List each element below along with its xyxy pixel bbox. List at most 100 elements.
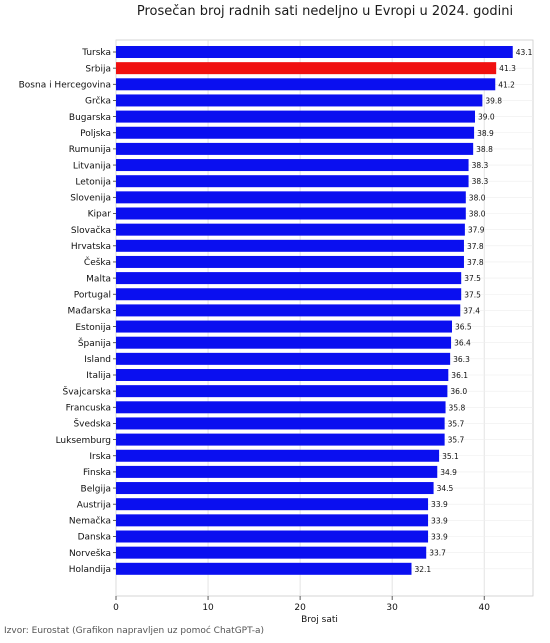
category-label: Slovenija — [70, 194, 111, 204]
bar-Portugal — [116, 288, 462, 301]
value-label: 36.3 — [453, 355, 470, 364]
plot-frame — [115, 39, 534, 597]
grid-lines — [115, 39, 534, 597]
value-label: 37.5 — [464, 274, 481, 283]
bar-Litvanija — [116, 159, 469, 172]
bar-Nemačka — [116, 514, 429, 527]
value-label: 37.5 — [464, 290, 481, 299]
x-tick-label: 30 — [386, 603, 398, 613]
bar-Bosna i Hercegovina — [116, 78, 496, 91]
value-label: 35.7 — [448, 419, 465, 428]
category-label: Srbija — [85, 64, 111, 74]
x-tick-label: 40 — [478, 603, 490, 613]
category-label: Španija — [78, 337, 111, 349]
x-axis: 0 10 20 30 40 Broj sati — [113, 51, 490, 625]
bar-Francuska — [116, 401, 446, 414]
category-label: Holandija — [69, 565, 111, 575]
value-label: 34.5 — [437, 484, 454, 493]
category-label: Grčka — [85, 96, 111, 107]
bars — [116, 46, 513, 575]
bar-Rumunija — [116, 142, 474, 155]
bar-Luksemburg — [116, 433, 445, 446]
category-label: Estonija — [75, 323, 111, 333]
category-label: Švedska — [73, 418, 111, 430]
category-label: Nemačka — [69, 516, 111, 527]
value-label: 33.7 — [429, 549, 446, 558]
value-label: 38.0 — [469, 210, 486, 219]
value-label: 34.9 — [440, 468, 457, 477]
category-label: Bugarska — [69, 113, 111, 123]
category-label: Francuska — [66, 404, 111, 414]
category-labels: Turska Srbija Bosna i Hercegovina Grčka Buga… — [19, 48, 112, 575]
category-label: Finska — [83, 468, 111, 478]
category-label: Mađarska — [68, 307, 111, 317]
category-label: Irska — [89, 452, 111, 462]
bar-Italija — [116, 369, 449, 381]
bar-Kipar — [116, 207, 466, 220]
category-label: Kipar — [88, 210, 112, 220]
value-label: 41.2 — [498, 80, 515, 89]
category-label: Italija — [86, 371, 111, 381]
value-label: 35.7 — [448, 436, 465, 445]
bar-Poljska — [116, 126, 475, 139]
bar-Island — [116, 352, 451, 365]
chart-title: Prosečan broj radnih sati nedeljno u Evr… — [136, 4, 514, 19]
bar-Švedska — [116, 417, 445, 430]
value-label: 36.1 — [451, 371, 468, 380]
bar-Slovačka — [116, 223, 465, 236]
bar-Finska — [116, 465, 438, 478]
category-label: Poljska — [80, 129, 111, 139]
source-note: Izvor: Eurostat (Grafikon napravljen uz … — [4, 626, 265, 636]
bar-Letonija — [116, 175, 469, 188]
category-label: Hrvatska — [71, 242, 111, 252]
bar-Irska — [116, 449, 440, 462]
bar-Srbija — [116, 62, 497, 75]
value-label: 37.4 — [463, 306, 480, 315]
value-label: 41.3 — [499, 64, 516, 73]
category-label: Litvanija — [73, 161, 111, 171]
x-tick-label: 20 — [294, 603, 306, 613]
category-label: Danska — [78, 533, 111, 543]
value-label: 36.4 — [454, 339, 471, 348]
value-label: 36.0 — [450, 387, 467, 396]
x-tick-label: 0 — [113, 603, 119, 613]
value-label: 32.1 — [414, 565, 431, 574]
category-label: Austrija — [77, 500, 111, 510]
bar-Norveška — [116, 546, 427, 559]
bar-Slovenija — [116, 191, 466, 204]
category-label: Rumunija — [69, 145, 111, 155]
category-label: Luksemburg — [56, 436, 111, 446]
category-label: Malta — [86, 274, 111, 284]
value-label: 39.8 — [485, 96, 502, 105]
bar-Španija — [116, 336, 452, 349]
value-label: 33.9 — [431, 500, 448, 509]
category-label: Portugal — [74, 290, 111, 300]
category-label: Norveška — [69, 548, 111, 559]
value-label: 38.8 — [476, 145, 493, 154]
category-label: Letonija — [75, 177, 111, 187]
value-label: 39.0 — [478, 113, 495, 122]
bar-Turska — [116, 46, 513, 58]
value-label: 38.0 — [469, 193, 486, 202]
category-label: Turska — [81, 48, 111, 58]
value-label: 35.1 — [442, 452, 459, 461]
bar-Danska — [116, 530, 429, 543]
bar-Holandija — [116, 562, 412, 575]
value-label: 33.9 — [431, 516, 448, 525]
category-label: Slovačka — [71, 225, 111, 236]
bar-Češka — [116, 255, 464, 268]
value-label: 35.8 — [449, 403, 466, 412]
bar-Bugarska — [116, 110, 476, 123]
value-label: 37.9 — [468, 226, 485, 235]
value-label: 37.8 — [467, 242, 484, 251]
value-label: 38.3 — [472, 161, 489, 170]
category-label: Bosna i Hercegovina — [19, 81, 111, 91]
x-axis-title: Broj sati — [301, 615, 338, 625]
bar-Malta — [116, 272, 462, 285]
category-label: Češka — [84, 256, 111, 268]
category-label: Belgija — [81, 484, 111, 494]
bar-Mađarska — [116, 304, 461, 317]
bar-Belgija — [116, 482, 434, 495]
value-label: 37.8 — [467, 258, 484, 267]
